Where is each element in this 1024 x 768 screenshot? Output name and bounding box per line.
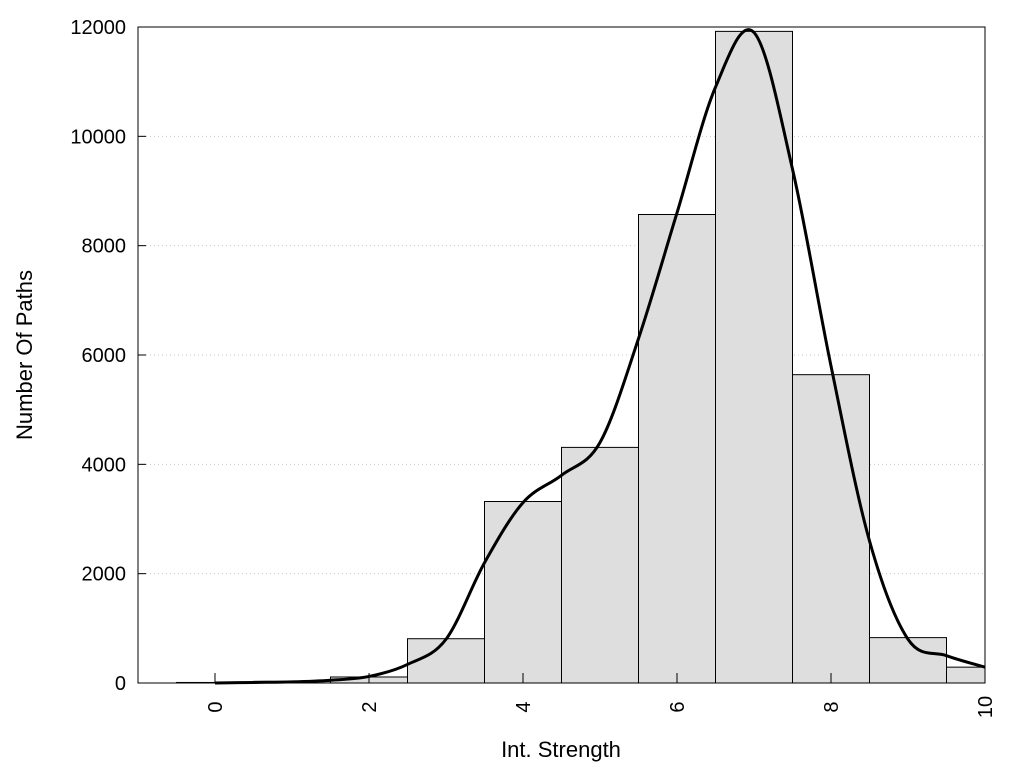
y-tick-label-1: 2000: [82, 564, 127, 586]
plot-frame: [137, 26, 986, 684]
y-ticks: 0 2000 4000 6000 8000 10000 12000: [70, 17, 146, 695]
y-tick-label-6: 12000: [70, 17, 126, 39]
x-tick-label-3: 6: [667, 701, 689, 712]
x-axis-title: Int. Strength: [501, 737, 621, 762]
x-tick-label-4: 8: [821, 701, 843, 712]
x-tick-label-2: 4: [513, 701, 535, 712]
x-ticks: 0 2 4 6 8 10: [205, 673, 997, 718]
y-tick-label-5: 10000: [70, 126, 126, 148]
bar-4: [484, 501, 562, 684]
bars: [176, 30, 986, 684]
y-tick-label-4: 8000: [82, 236, 127, 258]
bar-8: [792, 374, 870, 684]
density-curve: [214, 28, 986, 685]
bar-3: [407, 638, 485, 684]
bar-10: [946, 666, 986, 684]
bar-7: [715, 30, 793, 684]
y-tick-label-2: 4000: [82, 454, 127, 476]
y-axis-title: Number Of Paths: [12, 270, 37, 440]
bar-9: [869, 637, 947, 684]
x-tick-label-0: 0: [205, 701, 227, 712]
y-tick-label-3: 6000: [82, 345, 127, 367]
bar-6: [638, 214, 716, 684]
x-tick-label-1: 2: [359, 701, 381, 712]
bar-5: [561, 446, 639, 684]
x-tick-label-5: 10: [975, 696, 997, 718]
y-tick-label-0: 0: [115, 673, 126, 695]
